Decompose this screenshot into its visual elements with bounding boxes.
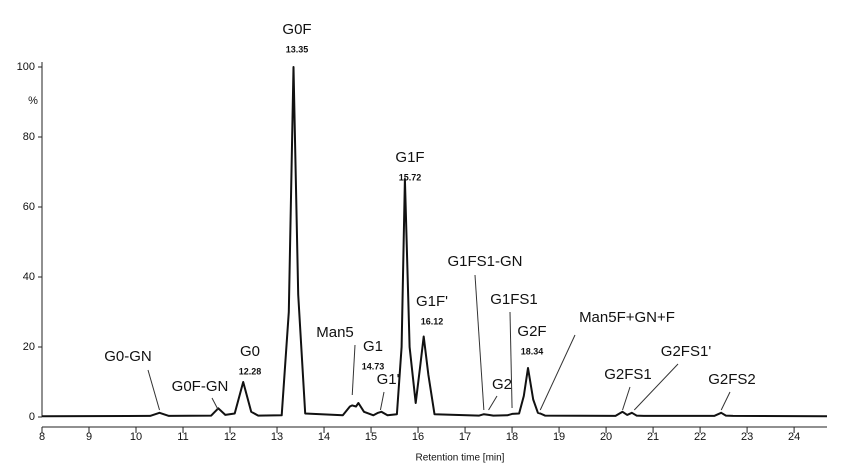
x-tick-label: 15 — [365, 431, 377, 443]
x-tick-label: 12 — [224, 431, 236, 443]
leader-line — [633, 363, 679, 411]
peak-label: G1F — [395, 149, 424, 166]
peak-label: G2FS1' — [661, 343, 712, 360]
x-tick-label: 23 — [741, 431, 753, 443]
leader-line — [488, 395, 498, 411]
y-tick-label: 80 — [23, 131, 35, 143]
x-tick-label: 13 — [271, 431, 283, 443]
peak-label: G1F' — [416, 293, 448, 310]
retention-time: 15.72 — [399, 172, 422, 182]
x-tick-label: 9 — [86, 431, 92, 443]
peak-label: G2 — [492, 376, 512, 393]
peak-label: G2FS2 — [708, 371, 756, 388]
leader-line — [539, 334, 576, 411]
leader-line — [622, 386, 631, 411]
retention-time: 18.34 — [521, 346, 544, 356]
x-tick-label: 11 — [177, 431, 188, 443]
peak-label: G0F-GN — [172, 378, 229, 395]
y-tick-label: 100 — [17, 61, 35, 73]
peak-label: G1FS1-GN — [447, 253, 522, 270]
leader-line — [211, 397, 219, 411]
y-tick-label: 0 — [29, 411, 35, 423]
peak-label: Man5F+GN+F — [579, 309, 675, 326]
peak-label: G0 — [240, 343, 260, 360]
x-tick-label: 22 — [694, 431, 706, 443]
retention-time: 13.35 — [286, 44, 309, 54]
x-tick-label: 24 — [788, 431, 800, 443]
x-tick-label: 17 — [459, 431, 471, 443]
y-tick-label: 60 — [23, 201, 35, 213]
leader-line — [509, 311, 513, 409]
peak-label: G0F — [282, 21, 311, 38]
x-tick-label: 19 — [553, 431, 565, 443]
y-tick-label: 20 — [23, 341, 35, 353]
peak-label: G0-GN — [104, 348, 152, 365]
leader-line — [351, 344, 356, 396]
peak-label: Man5 — [316, 324, 354, 341]
peak-label: G1FS1 — [490, 291, 538, 308]
x-tick-label: 10 — [130, 431, 142, 443]
retention-time: 16.12 — [421, 316, 444, 326]
peak-label: G2FS1 — [604, 366, 652, 383]
retention-time: 14.73 — [362, 361, 385, 371]
leader-line — [720, 391, 731, 411]
peak-label: G1' — [377, 371, 400, 388]
leader-line — [147, 369, 160, 411]
peak-label: G1 — [363, 338, 383, 355]
x-axis-label: Retention time [min] — [416, 453, 505, 464]
leader-line — [474, 274, 485, 411]
x-tick-label: 21 — [647, 431, 659, 443]
retention-time: 12.28 — [239, 366, 262, 376]
x-tick-label: 18 — [506, 431, 518, 443]
leader-line — [379, 391, 385, 411]
trace — [41, 66, 828, 418]
x-tick-label: 20 — [600, 431, 612, 443]
peak-label: G2F — [517, 323, 546, 340]
x-tick-label: 14 — [318, 431, 330, 443]
x-tick-label: 16 — [412, 431, 424, 443]
x-tick-label: 8 — [39, 431, 45, 443]
y-axis-label: % — [28, 95, 38, 107]
y-tick-label: 40 — [23, 271, 35, 283]
